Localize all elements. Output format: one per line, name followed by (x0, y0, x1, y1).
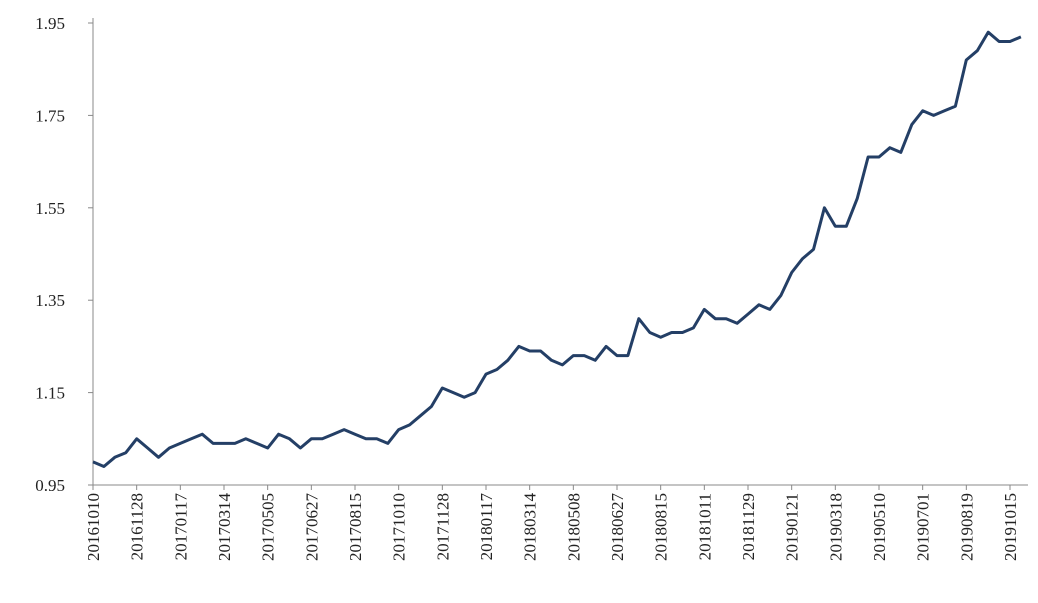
x-tick-label: 20171010 (390, 493, 409, 561)
x-tick-label: 20161010 (84, 493, 103, 561)
x-tick-label: 20170505 (259, 493, 278, 561)
x-tick-label: 20170314 (215, 493, 234, 562)
x-tick-label: 20190701 (914, 493, 933, 561)
y-tick-label: 1.15 (35, 384, 65, 403)
y-tick-label: 1.55 (35, 199, 65, 218)
x-tick-label: 20161128 (128, 493, 147, 560)
y-tick-label: 0.95 (35, 476, 65, 495)
x-tick-label: 20180627 (608, 493, 627, 562)
x-tick-label: 20180815 (652, 493, 671, 561)
line (92, 30, 1022, 468)
x-tick-label: 20191015 (1001, 493, 1020, 561)
x-tick-label: 20170815 (346, 493, 365, 561)
y-tick-label: 1.35 (35, 291, 65, 310)
x-tick-label: 20181011 (695, 493, 714, 560)
x-tick-label: 20170627 (302, 493, 321, 562)
x-tick-label: 20190121 (783, 493, 802, 561)
x-tick-label: 20190318 (826, 493, 845, 561)
x-tick-label: 20170117 (171, 493, 190, 561)
x-tick-label: 20181129 (739, 493, 758, 560)
x-tick-label: 20180117 (477, 493, 496, 561)
x-tick-label: 20190510 (870, 493, 889, 561)
x-tick-label: 20171128 (433, 493, 452, 560)
y-tick-label: 1.95 (35, 14, 65, 33)
x-tick-label: 20180314 (521, 493, 540, 562)
y-tick-label: 1.75 (35, 106, 65, 125)
x-tick-label: 20190819 (957, 493, 976, 561)
x-tick-label: 20180508 (564, 493, 583, 561)
